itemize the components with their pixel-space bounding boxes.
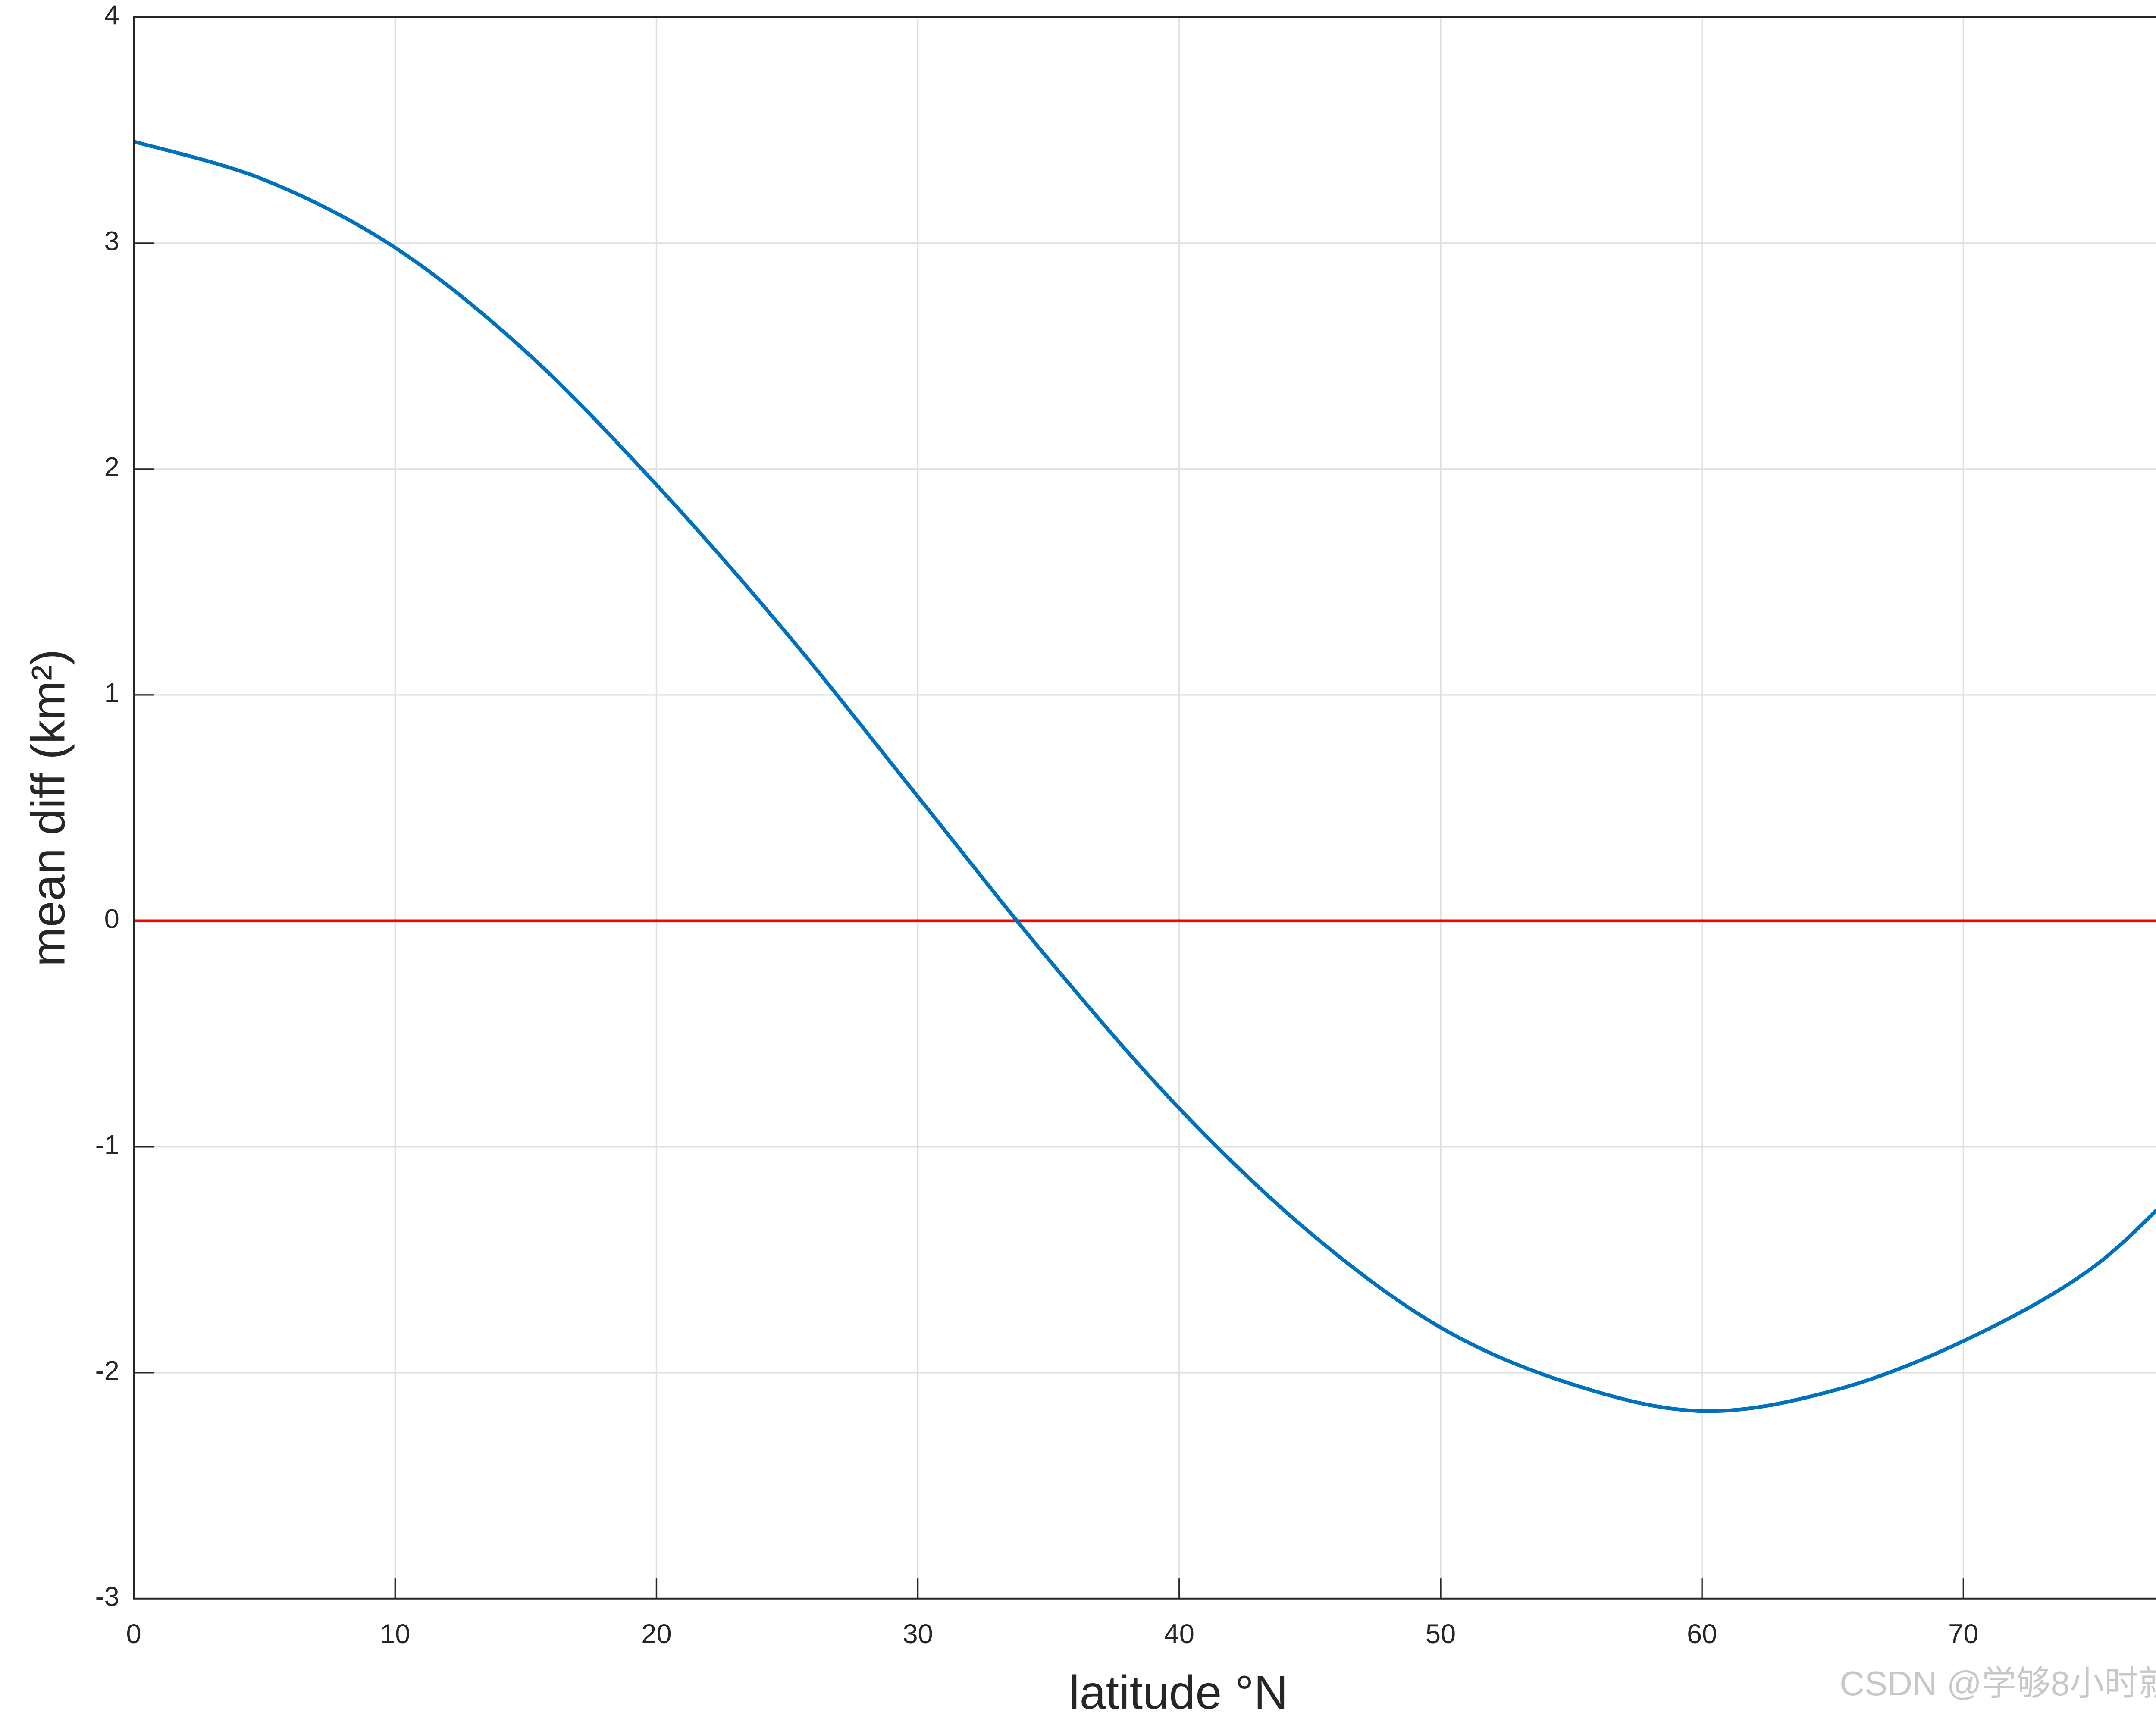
y-tick-label: -2 xyxy=(95,1356,119,1386)
x-axis-label: latitude °N xyxy=(1069,1666,1288,1719)
x-tick-label: 70 xyxy=(1948,1619,1978,1649)
y-tick-label: 4 xyxy=(104,0,119,31)
x-tick-label: 20 xyxy=(641,1619,671,1649)
y-tick-label: 0 xyxy=(104,904,119,934)
y-tick-label: 1 xyxy=(104,678,119,708)
y-axis-label: mean diff (km²) xyxy=(22,649,75,967)
x-tick-label: 40 xyxy=(1164,1619,1194,1649)
watermark: CSDN @学够8小时就下工 xyxy=(1839,1664,2156,1703)
data-line xyxy=(133,139,2156,1413)
x-tick-label: 0 xyxy=(126,1619,141,1649)
x-tick-label: 10 xyxy=(380,1619,410,1649)
x-tick-label: 30 xyxy=(903,1619,933,1649)
plot-frame xyxy=(133,16,2156,1600)
y-tick-label: -3 xyxy=(95,1581,119,1612)
x-tick-label: 60 xyxy=(1687,1619,1717,1649)
y-tick-label: -1 xyxy=(95,1130,119,1160)
x-tick-label: 50 xyxy=(1426,1619,1456,1649)
y-tick-label: 2 xyxy=(104,452,119,482)
y-tick-label: 3 xyxy=(104,226,119,257)
